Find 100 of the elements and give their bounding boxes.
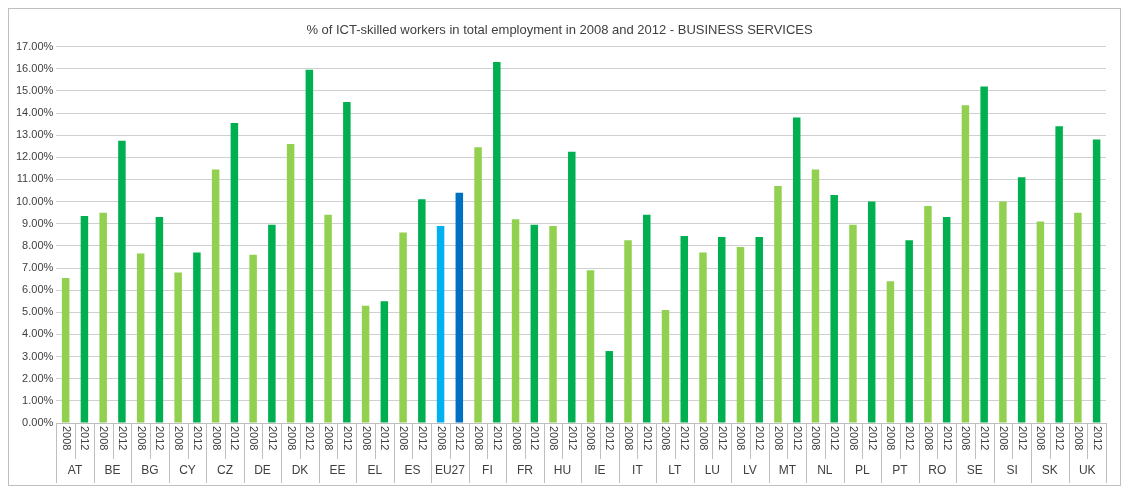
bar: [717, 237, 726, 423]
x-tick-label: NL: [817, 463, 833, 478]
text: 2012: [1091, 426, 1104, 451]
x-tick-label: LT: [668, 463, 683, 478]
text: 2008: [622, 426, 635, 451]
bar: [1092, 139, 1101, 423]
bar: [643, 214, 651, 423]
bar: [811, 169, 820, 423]
text: 2008: [922, 426, 935, 451]
bar: [530, 224, 539, 423]
text: 2008: [135, 426, 148, 451]
bar: [1017, 177, 1026, 423]
text: 2008: [248, 426, 261, 451]
text: 2008: [60, 426, 73, 451]
text: 2012: [904, 426, 917, 451]
x-tick-label: SI: [1006, 463, 1018, 478]
text: 2008: [435, 426, 448, 451]
bar: [305, 69, 314, 423]
text: 2012: [454, 426, 467, 451]
bar: [286, 144, 295, 423]
y-tick-label: 15.00%: [16, 83, 54, 96]
x-tick-label: IT: [632, 463, 644, 478]
text: 2008: [1072, 426, 1085, 451]
text: 2008: [697, 426, 710, 451]
y-tick-label: 9.00%: [22, 216, 54, 229]
x-tick-label: HU: [553, 463, 572, 478]
bar: [961, 105, 970, 423]
y-tick-label: 5.00%: [22, 305, 54, 318]
text: 2012: [229, 426, 242, 451]
x-tick-label: UK: [1078, 463, 1096, 478]
y-tick-label: 2.00%: [22, 371, 54, 384]
text: 2012: [754, 426, 767, 451]
y-tick-label: 7.00%: [22, 261, 54, 274]
bar: [493, 62, 501, 423]
bar: [1036, 221, 1045, 423]
bar: [324, 214, 332, 423]
text: 2012: [379, 426, 392, 451]
bar: [61, 277, 70, 423]
bar: [549, 225, 557, 423]
text: 2012: [716, 426, 729, 451]
text: 2008: [360, 426, 373, 451]
x-tick-label: FR: [516, 463, 534, 478]
bar: [418, 199, 426, 423]
x-tick-label: FI: [482, 463, 493, 478]
y-tick-label: 8.00%: [22, 238, 54, 251]
bar: [624, 240, 632, 423]
text: 2012: [941, 426, 954, 451]
text: 2008: [810, 426, 823, 451]
text: 2012: [191, 426, 204, 451]
x-tick-label: BG: [141, 463, 159, 478]
bar: [361, 305, 370, 423]
bar: [474, 147, 482, 423]
y-tick-label: 1.00%: [22, 393, 54, 406]
bar: [455, 192, 464, 423]
bar: [99, 212, 107, 423]
x-tick-label: DK: [291, 463, 309, 478]
x-tick-label: PL: [854, 463, 870, 478]
text: 2008: [1035, 426, 1048, 451]
text: 2008: [473, 426, 486, 451]
text: 2012: [154, 426, 167, 451]
bar: [249, 254, 257, 423]
bar: [193, 252, 201, 423]
x-tick-label: BE: [104, 463, 121, 478]
text: 2008: [847, 426, 860, 451]
chart-title: % of ICT-skilled workers in total employment in 2008 and 2012 - BUSINESS SERVICES: [306, 22, 813, 38]
bar: [999, 201, 1007, 423]
y-tick-label: 14.00%: [16, 106, 54, 119]
x-tick-label: LU: [704, 463, 721, 478]
bar: [867, 201, 876, 423]
x-tick-label: LV: [742, 463, 757, 478]
text: 2012: [641, 426, 654, 451]
text: 2008: [285, 426, 298, 451]
x-tick-label: MT: [778, 463, 797, 478]
text: 2012: [266, 426, 279, 451]
bar: [1074, 212, 1082, 423]
bar: [774, 186, 782, 423]
x-tick-label: IE: [594, 463, 606, 478]
bar: [736, 246, 745, 423]
text: 2008: [98, 426, 111, 451]
text: 2008: [548, 426, 561, 451]
x-tick-label: EU27: [434, 463, 466, 478]
bar: [230, 122, 239, 423]
bar: [699, 252, 707, 423]
bar: [605, 351, 614, 423]
x-tick-label: PT: [892, 463, 909, 478]
y-tick-label: 11.00%: [16, 172, 54, 185]
text: 2012: [604, 426, 617, 451]
bar: [211, 169, 220, 423]
y-tick-label: 17.00%: [16, 39, 54, 52]
text: 2008: [173, 426, 186, 451]
y-tick-label: 13.00%: [16, 128, 54, 141]
text: 2012: [416, 426, 429, 451]
text: 2008: [398, 426, 411, 451]
bar: [1055, 126, 1063, 423]
bar: [755, 237, 763, 423]
y-tick-label: 3.00%: [22, 349, 54, 362]
text: 2008: [323, 426, 336, 451]
text: 2012: [1016, 426, 1029, 451]
bar: [942, 217, 951, 423]
bar: [661, 310, 670, 423]
